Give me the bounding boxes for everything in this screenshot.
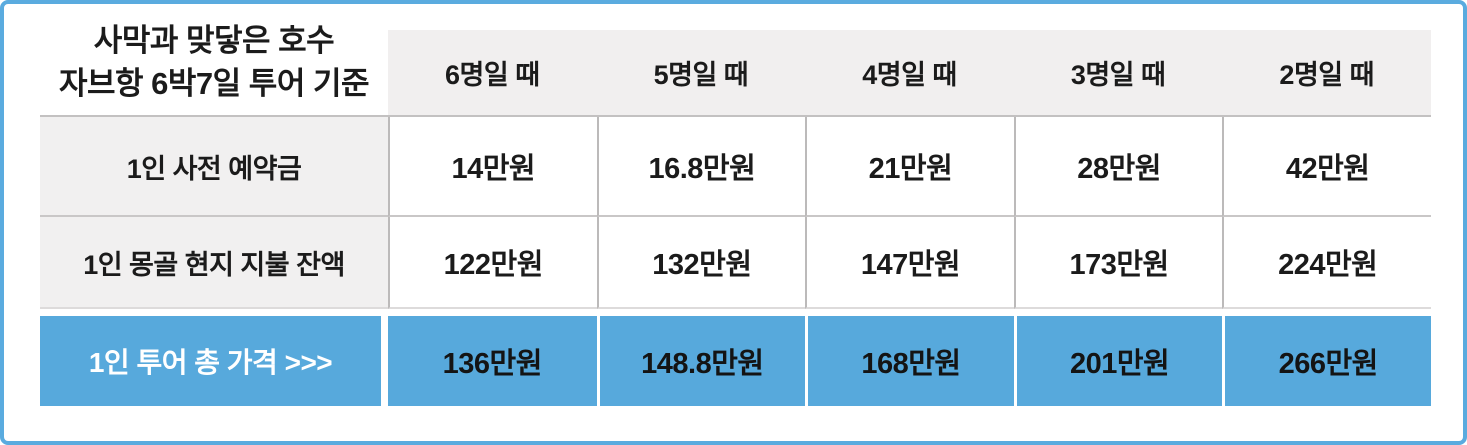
balance-value-4pax: 147만원 [805,217,1014,309]
column-header-label: 5명일 때 [596,30,806,115]
balance-value-3pax: 173만원 [1013,217,1223,309]
table-title-line2: 자브항 6박7일 투어 기준 [59,65,370,101]
column-header-label: 2명일 때 [1222,30,1431,115]
row-label-deposit: 1인 사전 예약금 [40,117,388,217]
total-value-6pax: 136만원 [388,316,597,406]
column-header-2: 2명일 때 [1222,10,1431,115]
column-header-label: 4명일 때 [805,30,1014,115]
table-title-line1: 사막과 맞닿은 호수 [93,22,335,58]
table-row-total: 1인 투어 총 가격 >>> 136만원 148.8만원 168만원 201만원… [40,316,1431,406]
table-row-balance: 1인 몽골 현지 지불 잔액 122만원 132만원 147만원 173만원 2… [40,217,1431,309]
total-value-4pax: 168만원 [805,316,1014,406]
column-header-label: 3명일 때 [1013,30,1223,115]
table-title: 사막과 맞닿은 호수 자브항 6박7일 투어 기준 [40,10,388,115]
deposit-value-3pax: 28만원 [1013,117,1223,217]
deposit-value-4pax: 21만원 [805,117,1014,217]
price-table: 사막과 맞닿은 호수 자브항 6박7일 투어 기준 6명일 때 5명일 때 4명… [40,10,1431,406]
total-value-2pax: 266만원 [1222,316,1431,406]
column-header-3: 3명일 때 [1013,10,1223,115]
column-header-6: 6명일 때 [388,10,597,115]
total-value-5pax: 148.8만원 [596,316,806,406]
deposit-value-2pax: 42만원 [1222,117,1431,217]
balance-value-6pax: 122만원 [388,217,597,309]
balance-value-2pax: 224만원 [1222,217,1431,309]
balance-value-5pax: 132만원 [596,217,806,309]
row-label-balance: 1인 몽골 현지 지불 잔액 [40,217,388,309]
total-value-3pax: 201만원 [1013,316,1223,406]
column-header-label: 6명일 때 [388,30,597,115]
table-header-row: 사막과 맞닿은 호수 자브항 6박7일 투어 기준 6명일 때 5명일 때 4명… [40,10,1431,117]
deposit-value-6pax: 14만원 [388,117,597,217]
column-header-4: 4명일 때 [805,10,1014,115]
column-header-5: 5명일 때 [596,10,806,115]
deposit-value-5pax: 16.8만원 [596,117,806,217]
table-row-deposit: 1인 사전 예약금 14만원 16.8만원 21만원 28만원 42만원 [40,117,1431,217]
row-label-total: 1인 투어 총 가격 >>> [40,316,388,406]
